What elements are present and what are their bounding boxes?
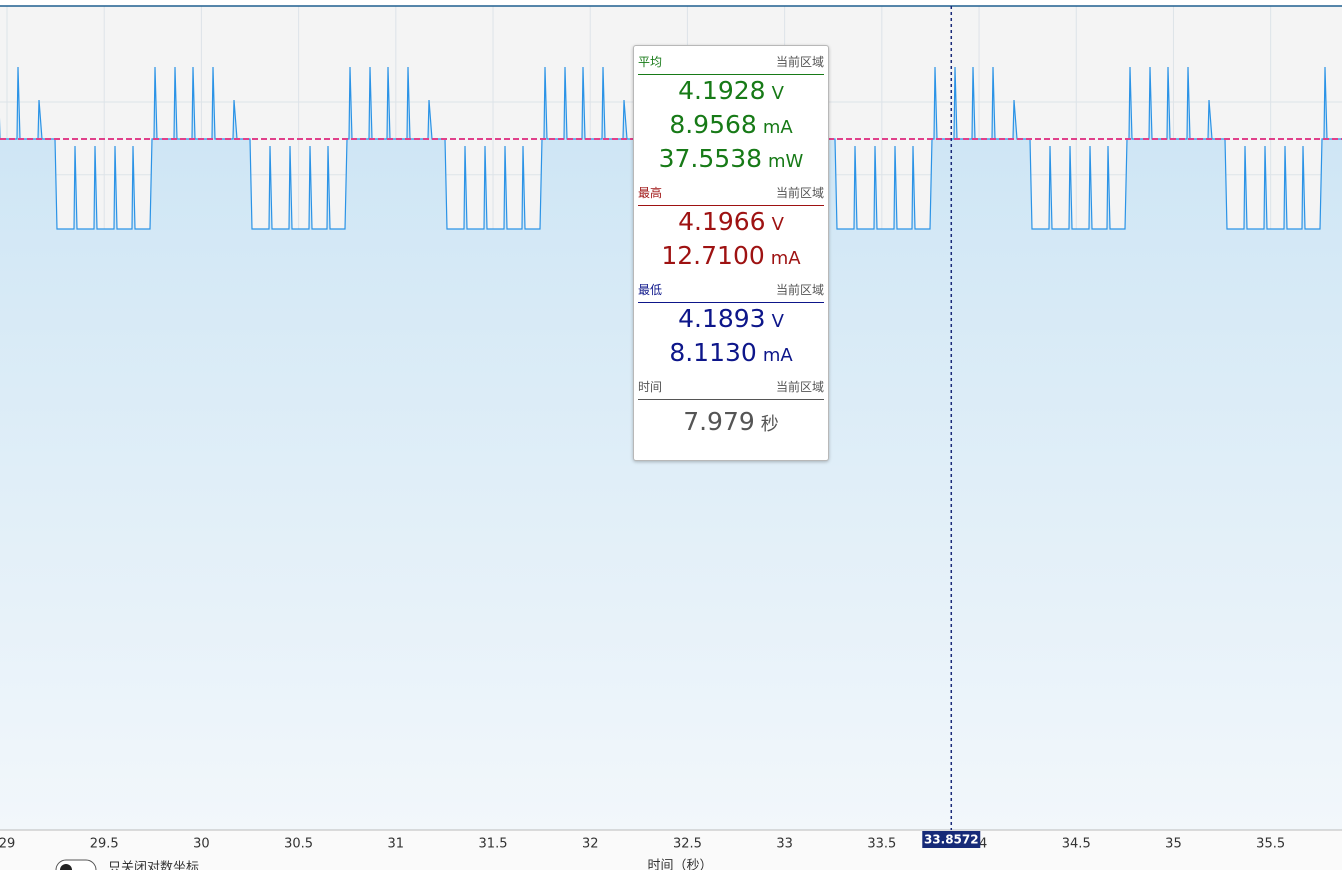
reading-value: 4.1928 <box>678 76 766 105</box>
panel-section: 平均 当前区域 4.1928 V 8.9568 mA 37.5538 mW <box>634 46 828 177</box>
section-scope: 当前区域 <box>775 54 824 69</box>
section-scope: 当前区域 <box>775 282 824 297</box>
reading-unit: V <box>771 311 784 332</box>
panel-section: 最高 当前区域 4.1966 V 12.7100 mA <box>634 177 828 274</box>
x-tick-label: 30 <box>193 837 210 852</box>
x-tick-label: 30.5 <box>284 837 313 852</box>
x-tick-label: 31 <box>388 837 405 852</box>
reading: 37.5538 mW <box>634 143 828 177</box>
reading-unit: mA <box>770 248 801 269</box>
reading: 4.1893 V <box>634 303 828 337</box>
axis-area <box>0 830 1342 870</box>
section-header: 最低 当前区域 <box>638 276 824 303</box>
section-header: 最高 当前区域 <box>638 179 824 206</box>
panel-section: 时间 当前区域 7.979 秒 <box>634 371 828 440</box>
x-tick-label: 32 <box>582 837 599 852</box>
reading-value: 4.1893 <box>678 304 766 333</box>
reading: 8.9568 mA <box>634 109 828 143</box>
reading-value: 4.1966 <box>678 207 766 236</box>
section-title: 最高 <box>638 185 663 200</box>
x-tick-label: 29.5 <box>90 837 119 852</box>
section-scope: 当前区域 <box>775 379 824 394</box>
x-tick-label: 32.5 <box>673 837 702 852</box>
reading-unit: mA <box>762 117 793 138</box>
reading-value: 8.9568 <box>669 110 757 139</box>
x-tick-label: 31.5 <box>479 837 508 852</box>
section-title: 时间 <box>638 379 663 394</box>
section-header: 平均 当前区域 <box>638 48 824 75</box>
reading: 4.1966 V <box>634 206 828 240</box>
x-axis-title: 时间（秒） <box>647 859 712 870</box>
reading-unit: mW <box>768 151 804 172</box>
x-tick-label: 33 <box>776 837 793 852</box>
reading: 12.7100 mA <box>634 240 828 274</box>
x-tick-label: 35.5 <box>1256 837 1285 852</box>
x-tick-label: 35 <box>1165 837 1182 852</box>
section-scope: 当前区域 <box>775 185 824 200</box>
section-title: 最低 <box>638 282 663 297</box>
cursor-label: 33.8572 <box>924 833 979 847</box>
reading-value: 37.5538 <box>658 144 763 173</box>
section-header: 时间 当前区域 <box>638 373 824 400</box>
x-tick-label: 33.5 <box>867 837 896 852</box>
x-axis-labels: 2929.53030.53131.53232.53333.53434.53535… <box>0 837 1285 852</box>
reading: 4.1928 V <box>634 75 828 109</box>
stats-panel: 平均 当前区域 4.1928 V 8.9568 mA 37.5538 mW 最高 当前区域 4.19… <box>633 45 829 461</box>
reading: 8.1130 mA <box>634 337 828 371</box>
toggle-knob <box>60 864 72 870</box>
reading-unit: V <box>771 214 784 235</box>
reading-unit: V <box>771 83 784 104</box>
x-tick-label: 34.5 <box>1062 837 1091 852</box>
panel-section: 最低 当前区域 4.1893 V 8.1130 mA <box>634 274 828 371</box>
reading-value: 8.1130 <box>669 338 757 367</box>
reading-unit: mA <box>762 345 793 366</box>
reading-unit: 秒 <box>760 414 779 435</box>
x-tick-label: 29 <box>0 837 15 852</box>
section-title: 平均 <box>638 54 663 69</box>
toggle-label: 只关闭对数坐标 <box>108 861 199 870</box>
reading-value: 7.979 <box>683 407 755 436</box>
cursor-badge <box>922 831 981 848</box>
reading: 7.979 秒 <box>634 406 828 440</box>
reading-value: 12.7100 <box>661 241 765 270</box>
